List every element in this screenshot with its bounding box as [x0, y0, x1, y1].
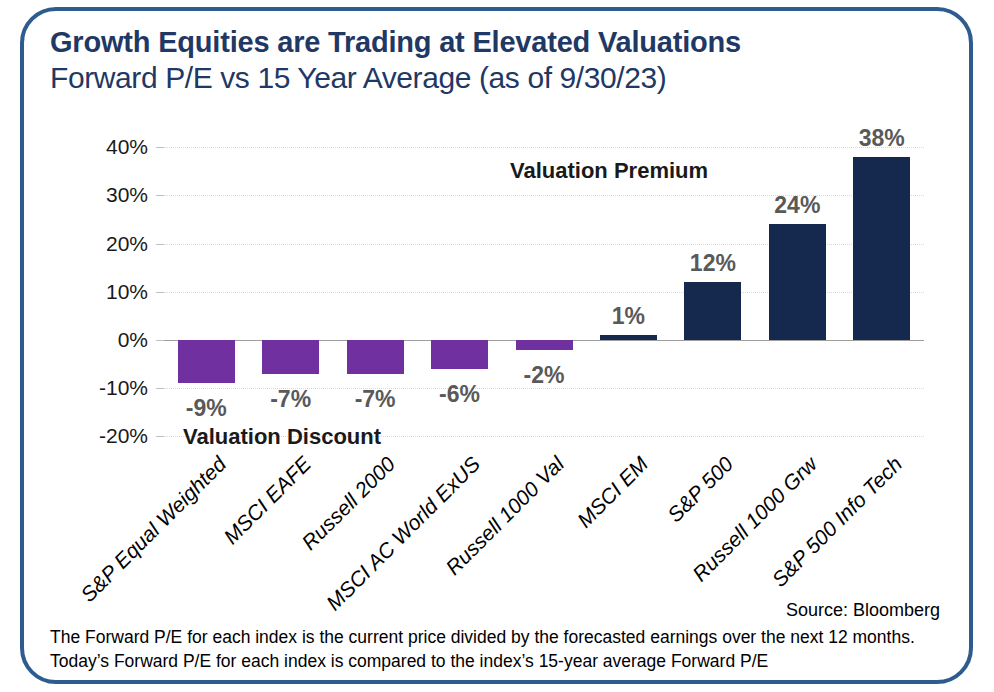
bar — [347, 340, 404, 374]
annotation-valuation-premium: Valuation Premium — [510, 158, 708, 184]
footnote-line-1: The Forward P/E for each index is the cu… — [50, 627, 915, 648]
y-axis-label: -10% — [78, 376, 148, 400]
bar-value-label: -6% — [415, 381, 505, 407]
bar-value-label: -7% — [246, 386, 336, 412]
y-axis-label: 30% — [78, 183, 148, 207]
axis-tick — [156, 436, 164, 437]
source-label: Source: Bloomberg — [786, 600, 940, 621]
bar — [431, 340, 488, 369]
bar-value-label: -7% — [330, 386, 420, 412]
y-axis-label: 20% — [78, 232, 148, 256]
bar — [516, 340, 573, 350]
bar — [769, 224, 826, 340]
axis-tick — [156, 244, 164, 245]
footnote-line-2: Today’s Forward P/E for each index is co… — [50, 651, 768, 672]
bar — [600, 335, 657, 340]
axis-tick — [156, 195, 164, 196]
bar-value-label: 24% — [752, 192, 842, 218]
bar — [853, 157, 910, 340]
bar-chart: 40%30%20%10%0%-10%-20%-9%S&P Equal Weigh… — [0, 0, 994, 692]
bar-value-label: -9% — [161, 395, 251, 421]
y-axis-label: 40% — [78, 135, 148, 159]
bar — [684, 282, 741, 340]
bar-value-label: -2% — [499, 362, 589, 388]
axis-tick — [156, 388, 164, 389]
axis-tick — [156, 147, 164, 148]
y-axis-label: -20% — [78, 424, 148, 448]
annotation-valuation-discount: Valuation Discount — [183, 424, 381, 450]
y-axis-label: 0% — [78, 328, 148, 352]
y-axis-label: 10% — [78, 280, 148, 304]
bar-value-label: 12% — [668, 250, 758, 276]
bar — [178, 340, 235, 383]
axis-tick — [156, 292, 164, 293]
bar — [262, 340, 319, 374]
bar-value-label: 38% — [837, 125, 927, 151]
axis-tick — [156, 340, 164, 341]
bar-value-label: 1% — [583, 303, 673, 329]
gridline — [164, 147, 924, 148]
